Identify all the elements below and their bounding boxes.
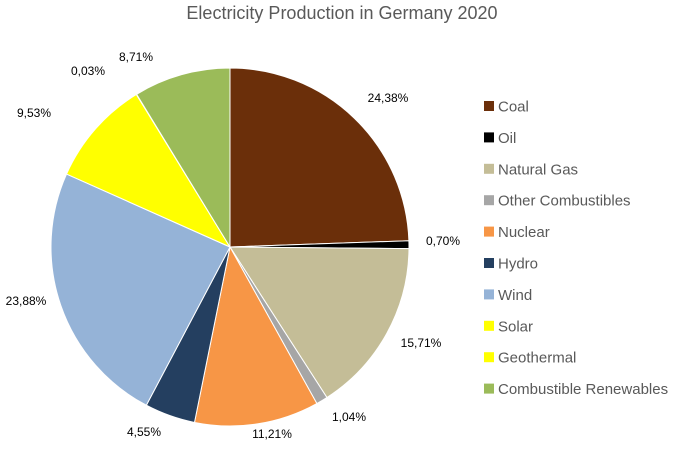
legend-label-natural-gas: Natural Gas <box>498 161 578 178</box>
legend-swatch-solar <box>484 320 494 331</box>
legend-swatch-hydro <box>484 258 494 268</box>
legend-swatch-wind <box>484 289 494 300</box>
pie-slices <box>50 67 410 427</box>
data-label-wind: 23,88% <box>6 294 47 308</box>
legend-swatch-natural-gas <box>484 163 494 174</box>
pie-slice-natural-gas <box>229 246 410 399</box>
legend-swatch-other-combustibles <box>484 195 494 206</box>
legend-swatch-combustible-renewables <box>484 383 494 394</box>
legend-swatch-oil <box>484 132 494 143</box>
legend-label-solar: Solar <box>498 318 533 335</box>
data-label-coal: 24,38% <box>368 91 409 105</box>
pie-slice-solar <box>65 93 232 249</box>
data-label-nuclear: 11,21% <box>252 427 292 441</box>
legend-label-other-combustibles: Other Combustibles <box>498 193 631 210</box>
chart-title: Electricity Production in Germany 2020 <box>186 3 497 23</box>
legend-label-oil: Oil <box>498 130 516 147</box>
pie-data-labels: 24,38% 0,70% 15,71% 1,04% 11,21% 4,55% 23,88% 9… <box>6 50 461 441</box>
pie-slice-combustible-renewables <box>135 67 231 249</box>
legend-label-hydro: Hydro <box>498 256 538 273</box>
legend-swatch-geothermal <box>484 352 494 363</box>
data-label-solar: 9,53% <box>17 106 51 120</box>
data-label-geothermal: 0,03% <box>71 64 105 78</box>
legend-label-wind: Wind <box>498 287 532 304</box>
legend-label-geothermal: Geothermal <box>498 350 576 367</box>
data-label-combustible-renewables: 8,71% <box>119 50 153 64</box>
legend-swatch-nuclear <box>484 226 494 237</box>
pie-slice-nuclear <box>193 245 318 427</box>
legend-label-combustible-renewables: Combustible Renewables <box>498 381 668 398</box>
data-label-oil: 0,70% <box>426 234 460 248</box>
data-label-hydro: 4,55% <box>127 425 161 439</box>
pie-slice-coal <box>229 67 410 248</box>
pie-slice-wind <box>50 173 231 406</box>
legend-swatch-coal <box>484 101 494 111</box>
legend-label-coal: Coal <box>498 99 529 116</box>
legend: Coal Oil Natural Gas Other Combustibles Nucl… <box>484 99 668 398</box>
legend-label-nuclear: Nuclear <box>498 224 550 241</box>
data-label-natural-gas: 15,71% <box>401 336 442 350</box>
data-label-other-combustibles: 1,04% <box>332 410 366 424</box>
